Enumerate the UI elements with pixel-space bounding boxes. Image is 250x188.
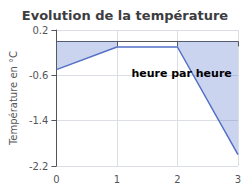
svg-text:Température en °C: Température en °C — [8, 51, 19, 146]
svg-text:0.2: 0.2 — [33, 25, 49, 36]
svg-text:-2.2: -2.2 — [29, 161, 49, 172]
svg-text:3: 3 — [235, 174, 241, 185]
svg-text:2: 2 — [174, 174, 180, 185]
svg-text:-0.6: -0.6 — [29, 70, 49, 81]
svg-text:Evolution de la température: Evolution de la température — [22, 8, 229, 23]
svg-text:heure par heure: heure par heure — [131, 67, 231, 80]
svg-text:-1.4: -1.4 — [29, 115, 49, 126]
svg-text:0: 0 — [53, 174, 59, 185]
svg-text:1: 1 — [114, 174, 120, 185]
